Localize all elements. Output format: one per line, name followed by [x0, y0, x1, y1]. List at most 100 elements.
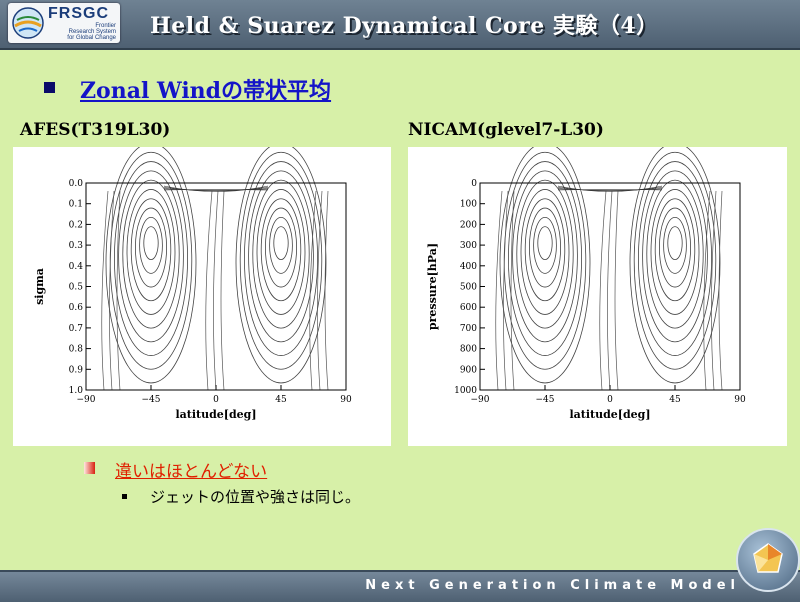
y-tick-label: 600	[460, 303, 477, 313]
y-tick-label: 0.0	[69, 179, 84, 189]
logo-text: FRSGC	[48, 5, 109, 22]
jet-contour	[264, 207, 297, 288]
jet-contour	[637, 161, 712, 356]
contour-line	[711, 190, 717, 391]
contour-line	[557, 185, 663, 192]
jet-contour	[508, 161, 582, 356]
contour-line	[510, 190, 515, 391]
y-tick-label: 800	[460, 345, 477, 355]
contour-line	[718, 190, 723, 391]
jet-contour	[252, 179, 310, 329]
jet-contour	[533, 216, 557, 274]
contour-line	[607, 190, 613, 391]
contour-line	[317, 190, 323, 391]
footer-bar: Next Generation Climate Model	[0, 570, 800, 602]
jet-contour	[503, 151, 587, 370]
contour-line	[557, 186, 663, 192]
contour-line	[220, 190, 225, 391]
jet-contour	[239, 151, 323, 370]
jet-contour	[260, 198, 302, 302]
contour-line	[614, 190, 619, 391]
y-tick-label: 700	[460, 324, 477, 334]
y-tick-label: 500	[460, 283, 477, 293]
y-tick-label: 100	[460, 200, 477, 210]
jet-contour	[139, 216, 163, 274]
y-tick-label: 0.1	[69, 200, 83, 210]
x-tick-label: 0	[213, 395, 219, 405]
slide-title: Held & Suarez Dynamical Core 実験（4）	[150, 13, 659, 39]
globe-icon	[12, 7, 44, 39]
footer-text: Next Generation Climate Model	[365, 578, 740, 593]
header-bar: FRSGC Frontier Research System for Globa…	[0, 0, 800, 50]
x-tick-label: −90	[77, 395, 96, 405]
contour-line	[163, 186, 269, 192]
x-axis-label: latitude[deg]	[569, 408, 650, 421]
jet-contour	[109, 151, 193, 370]
jet-contour	[130, 198, 172, 302]
point-bullet-icon	[84, 462, 95, 474]
jet-contour	[248, 170, 314, 343]
nicam-contour-plot: −90 −45 0 45 90 0 100 200 300 400 500 600 700 800 900 1…	[408, 147, 787, 446]
jet-contour	[243, 161, 318, 356]
contour-line	[309, 190, 317, 391]
contour-line	[703, 190, 711, 391]
plot-frame	[479, 182, 741, 391]
contour-line	[101, 190, 109, 391]
x-tick-label: −90	[471, 395, 490, 405]
y-tick-label: 0.7	[69, 324, 84, 334]
contour-line	[116, 190, 121, 391]
y-tick-label: 0.4	[69, 262, 84, 272]
jet-contour	[126, 189, 176, 315]
y-tick-label: 1.0	[69, 386, 84, 396]
frsgc-logo: FRSGC Frontier Research System for Globa…	[8, 3, 120, 43]
y-tick-label: 0.9	[69, 365, 84, 375]
y-tick-label: 400	[460, 262, 477, 272]
jet-contour	[269, 216, 293, 274]
y-tick-label: 0.8	[69, 345, 84, 355]
contour-line	[557, 187, 663, 191]
plot-frame	[85, 182, 347, 391]
contour-line	[495, 190, 503, 391]
y-tick-label: 0.6	[69, 303, 84, 313]
model-emblem-icon	[736, 528, 800, 592]
x-tick-label: 45	[669, 395, 681, 405]
jet-contour	[516, 179, 574, 329]
y-axis-label: pressure[hPa]	[426, 243, 439, 330]
contour-line	[557, 188, 663, 191]
jet-contour	[654, 198, 696, 302]
y-tick-label: 1000	[454, 386, 477, 396]
key-point: 違いはほとんどない	[115, 462, 268, 482]
jet-contour	[642, 170, 708, 343]
y-tick-label: 0.5	[69, 283, 84, 293]
contour-line	[503, 190, 509, 391]
afes-panel-label: AFES(T319L30)	[20, 120, 171, 140]
jet-contour	[122, 179, 180, 329]
contour-line	[324, 190, 329, 391]
logo-subtitle: Frontier Research System for Global Chan…	[67, 23, 116, 41]
jet-contour	[667, 226, 683, 261]
contour-line	[599, 190, 607, 391]
jet-contour	[256, 189, 306, 315]
afes-contour-plot: −90 −45 0 45 90 0.0 0.1 0.2 0.3 0.4 0.5 0.6 0.7 0.8 0.…	[13, 147, 391, 446]
y-tick-label: 300	[460, 241, 477, 251]
contour-line	[163, 189, 269, 191]
contour-line	[163, 185, 269, 192]
subpoint-bullet-icon	[122, 494, 127, 499]
jet-contour	[118, 170, 184, 343]
x-tick-label: 90	[340, 395, 352, 405]
jet-contour	[105, 147, 197, 384]
x-tick-label: 90	[734, 395, 746, 405]
x-tick-label: 45	[275, 395, 287, 405]
jet-contour	[633, 151, 717, 370]
jet-contour	[499, 147, 591, 384]
contour-lines	[101, 147, 329, 391]
y-tick-label: 900	[460, 365, 477, 375]
jet-contour	[143, 226, 159, 261]
y-tick-label: 0.3	[69, 241, 84, 251]
contour-line	[205, 190, 213, 391]
sub-point: ジェットの位置や強さは同じ。	[150, 488, 361, 506]
y-axis-label: sigma	[33, 268, 46, 305]
jet-contour	[646, 179, 704, 329]
y-tick-label: 200	[460, 220, 477, 230]
nicam-panel-label: NICAM(glevel7-L30)	[408, 120, 604, 140]
